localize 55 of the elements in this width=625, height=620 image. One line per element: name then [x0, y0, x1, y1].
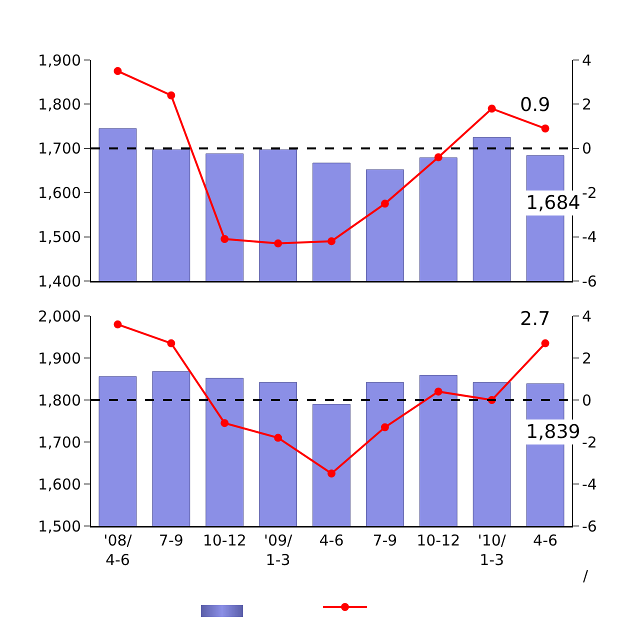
y-tick-label: 1,600 — [38, 475, 81, 494]
y2-tick-label: 2 — [582, 349, 592, 368]
point — [434, 153, 442, 162]
point — [328, 237, 336, 246]
text: / — [583, 567, 589, 585]
y2-tick-label: 4 — [582, 51, 592, 70]
x-tick-label: 10-12 — [416, 532, 460, 550]
y2-tick-label: 4 — [582, 307, 592, 326]
point — [167, 339, 176, 348]
point — [541, 339, 550, 348]
y-tick-label: 2,000 — [38, 307, 81, 326]
y-tick-label: 1,700 — [38, 433, 81, 452]
x-tick-label: 10-12 — [202, 532, 246, 550]
y2-tick-label: -6 — [582, 272, 597, 290]
y2-tick-label: 2 — [582, 95, 592, 114]
point — [541, 124, 550, 133]
point — [167, 91, 176, 100]
y-tick-label: 1,700 — [38, 140, 81, 158]
x-tick-label: 4-6 — [533, 532, 558, 550]
x-tick-label: '10/ 1-3 — [478, 532, 507, 569]
y-tick-label: 1,500 — [38, 517, 81, 536]
data-label: 1,684 — [526, 192, 580, 214]
y2-tick-label: -4 — [582, 475, 597, 494]
data-label: 0.9 — [520, 94, 550, 116]
x-tick-label: '08/ 4-6 — [104, 532, 133, 569]
y-tick-label: 1,500 — [38, 228, 81, 246]
point — [114, 320, 122, 328]
y2-tick-label: 0 — [582, 140, 592, 158]
data-label: 1,839 — [526, 421, 580, 443]
point — [380, 423, 389, 432]
point — [488, 104, 496, 113]
point — [114, 67, 122, 76]
y-tick-label: 1,800 — [38, 95, 81, 114]
y-tick-label: 1,900 — [38, 51, 81, 70]
y2-tick-label: -6 — [582, 517, 597, 536]
point — [380, 200, 389, 208]
point — [220, 235, 229, 244]
x-tick-label: '09/ 1-3 — [264, 532, 294, 569]
y2-tick-label: 0 — [582, 391, 592, 410]
y2-tick-label: -2 — [582, 184, 597, 202]
y-tick-label: 1,800 — [38, 391, 81, 410]
point — [274, 434, 282, 442]
x-tick-label: 7-9 — [158, 532, 184, 550]
x-tick-label: 4-6 — [319, 532, 344, 550]
y-tick-label: 1,900 — [38, 349, 81, 368]
data-label: 2.7 — [520, 308, 550, 330]
point — [328, 470, 336, 478]
y2-tick-label: -4 — [582, 228, 597, 246]
point — [220, 419, 229, 428]
point — [274, 239, 282, 248]
y2-tick-label: -2 — [582, 433, 597, 452]
point — [434, 388, 442, 396]
y-tick-label: 1,600 — [38, 184, 81, 202]
x-tick-label: 7-9 — [372, 532, 398, 550]
y-tick-label: 1,400 — [38, 272, 81, 290]
